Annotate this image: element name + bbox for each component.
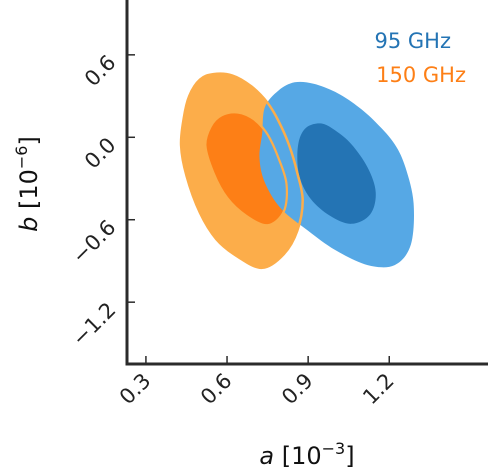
plot-area xyxy=(179,72,415,270)
y-axis-label-var: b xyxy=(15,217,43,232)
x-axis-label: a [10−3] xyxy=(259,439,354,470)
legend-entry-150ghz: 150 GHz xyxy=(376,63,466,87)
x-tick-label: 0.3 xyxy=(115,369,156,410)
contour-150ghz-inner-line xyxy=(204,111,289,227)
y-axis-label-base: [10 xyxy=(15,169,43,217)
y-tick-label: −0.6 xyxy=(68,215,121,268)
x-axis-label-var: a xyxy=(259,442,274,470)
x-axis-label-close: ] xyxy=(345,442,354,470)
legend-entry-95ghz: 95 GHz xyxy=(375,29,451,53)
contour-150ghz-outer-line xyxy=(179,72,304,270)
axes xyxy=(125,0,488,366)
y-axis-label-exp: −6 xyxy=(12,146,31,170)
x-tick-label: 1.2 xyxy=(358,369,399,410)
x-axis-label-base: [10 xyxy=(274,442,322,470)
y-tick-label: 0.6 xyxy=(80,50,121,91)
y-tick-label: −1.2 xyxy=(68,298,121,351)
y-axis-label: b [10−6] xyxy=(12,136,43,232)
y-axis-label-close: ] xyxy=(15,136,43,145)
x-axis-label-exp: −3 xyxy=(322,439,346,458)
y-tick-label: 0.0 xyxy=(80,133,121,174)
x-tick-label: 0.6 xyxy=(196,369,237,410)
contour-95ghz-inner xyxy=(297,123,376,224)
x-tick-label: 0.9 xyxy=(277,369,318,410)
legend: 95 GHz 150 GHz xyxy=(375,29,466,87)
